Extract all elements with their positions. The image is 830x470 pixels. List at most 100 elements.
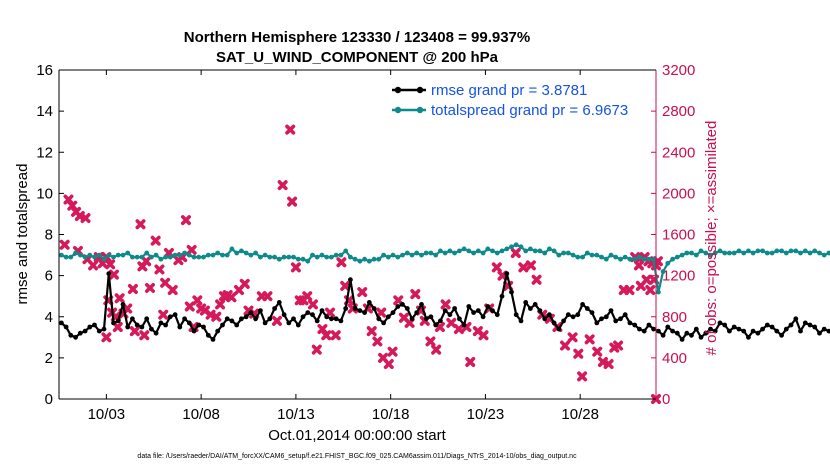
rmse-point xyxy=(736,326,742,332)
rmse-point xyxy=(660,332,666,338)
rmse-point xyxy=(243,314,249,320)
totalspread-point xyxy=(746,248,751,254)
rmse-point xyxy=(783,326,789,332)
obs-assimilated-point xyxy=(271,315,282,326)
totalspread-point xyxy=(82,254,88,260)
right-y-axis-label: # of obs: o=possible; ×=assimilated xyxy=(703,121,720,356)
rmse-point xyxy=(111,320,116,326)
obs-assimilated-point xyxy=(160,277,171,288)
totalspread-point xyxy=(163,254,169,260)
obs-assimilated-point xyxy=(453,324,464,335)
rmse-point xyxy=(594,320,600,326)
obs-assimilated-point xyxy=(311,344,322,355)
totalspread-point xyxy=(400,252,405,258)
rmse-point xyxy=(689,332,694,338)
rmse-point xyxy=(494,312,500,318)
totalspread-point xyxy=(466,248,472,254)
obs-assimilated-point xyxy=(633,260,644,271)
totalspread-point xyxy=(115,252,121,258)
rmse-point xyxy=(229,318,235,324)
rmse-point xyxy=(641,328,647,334)
legend-spread-label: totalspread grand pr = 6.9673 xyxy=(431,102,628,119)
legend-rmse-label: rmse grand pr = 3.8781 xyxy=(431,82,587,99)
totalspread-point xyxy=(366,258,372,264)
totalspread-point xyxy=(679,252,685,258)
rmse-point xyxy=(82,328,88,334)
rmse-point xyxy=(348,277,353,283)
totalspread-point xyxy=(329,254,334,260)
totalspread-point xyxy=(670,256,675,262)
rmse-point xyxy=(272,306,277,311)
rmse-point xyxy=(357,308,363,313)
totalspread-point xyxy=(433,252,439,258)
rmse-point xyxy=(253,316,258,322)
rmse-point xyxy=(352,306,358,311)
totalspread-point xyxy=(172,252,178,258)
obs-assimilated-point xyxy=(577,371,588,382)
totalspread-point xyxy=(807,250,813,256)
rmse-point xyxy=(300,314,306,320)
obs-assimilated-point xyxy=(340,280,351,291)
totalspread-point xyxy=(703,250,709,256)
x-axis-label: Oct.01,2014 00:00:00 start xyxy=(268,427,446,444)
totalspread-point xyxy=(760,248,765,254)
rmse-point xyxy=(314,318,320,324)
left-y-tick-label: 10 xyxy=(36,185,53,202)
rmse-series xyxy=(59,271,830,342)
right-y-tick-label: 2800 xyxy=(662,103,695,120)
obs-assimilated-point xyxy=(108,269,119,280)
rmse-point xyxy=(134,322,140,328)
obs-assimilated-point xyxy=(127,283,138,294)
totalspread-point xyxy=(708,252,713,258)
rmse-point xyxy=(708,326,713,332)
rmse-point xyxy=(532,302,538,307)
rmse-point xyxy=(457,316,462,322)
totalspread-point xyxy=(59,252,64,258)
totalspread-point xyxy=(821,252,827,258)
rmse-point xyxy=(646,322,652,328)
obs-assimilated-point xyxy=(139,330,150,341)
rmse-point xyxy=(205,332,211,338)
obs-assimilated-point xyxy=(613,340,624,351)
rmse-point xyxy=(561,318,566,324)
rmse-point xyxy=(755,330,761,336)
obs-assimilated-point xyxy=(336,257,347,268)
obs-assimilated-point xyxy=(277,180,288,191)
legend-rmse-marker-left xyxy=(394,86,402,94)
obs-assimilated-point xyxy=(567,332,578,343)
totalspread-point xyxy=(419,252,424,258)
rmse-point xyxy=(139,324,145,330)
rmse-point xyxy=(570,314,576,320)
obs-assimilated-point xyxy=(158,309,169,320)
totalspread-point xyxy=(589,252,595,258)
plot-area xyxy=(59,70,656,399)
totalspread-point xyxy=(736,248,742,254)
totalspread-series xyxy=(59,242,830,295)
totalspread-point xyxy=(471,250,476,256)
rmse-point xyxy=(717,320,723,326)
totalspread-point xyxy=(570,252,576,258)
x-tick-label: 10/18 xyxy=(372,406,410,423)
rmse-point xyxy=(167,314,173,320)
rmse-point xyxy=(125,324,131,330)
totalspread-point xyxy=(357,258,363,264)
obs-assimilated-point xyxy=(531,274,542,285)
rmse-point xyxy=(220,322,225,328)
obs-assimilated-point xyxy=(141,256,152,267)
totalspread-point xyxy=(125,250,131,256)
totalspread-point xyxy=(215,250,221,256)
rmse-point xyxy=(674,330,680,336)
rmse-point xyxy=(821,326,827,332)
rmse-point xyxy=(613,318,619,324)
totalspread-point xyxy=(660,269,666,274)
totalspread-point xyxy=(452,250,457,256)
rmse-point xyxy=(381,320,386,326)
rmse-point xyxy=(414,310,420,315)
totalspread-point xyxy=(812,248,818,254)
rmse-point xyxy=(746,334,751,340)
rmse-point xyxy=(608,308,614,313)
rmse-point xyxy=(703,330,709,336)
rmse-point xyxy=(366,300,372,305)
totalspread-point xyxy=(523,248,529,254)
obs-assimilated-point xyxy=(440,299,451,310)
